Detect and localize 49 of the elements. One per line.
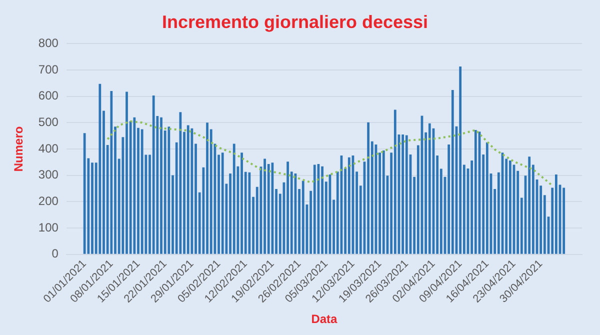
bar [321,166,324,254]
y-tick-label: 800 [38,36,59,50]
bar [302,180,304,254]
bar [83,133,86,254]
bar [382,150,385,254]
bar [206,122,208,254]
bar [508,160,512,254]
y-tick-label: 700 [38,62,59,76]
bar [313,164,316,254]
chart-title: Incremento giornaliero decessi [162,12,428,32]
bar [179,112,182,254]
bar [394,110,396,254]
y-tick-label: 100 [38,220,59,234]
bar [264,158,266,254]
bar [405,135,408,254]
line-series [106,120,554,187]
bar [110,91,113,254]
bar [140,129,144,254]
bar [486,142,488,254]
y-tick-label: 0 [52,246,59,261]
bar [133,117,136,254]
bar [554,174,558,254]
bar [221,152,224,254]
bar [428,123,431,254]
bar [98,84,102,254]
y-tick-label: 300 [38,168,59,182]
y-tick-label: 500 [38,114,59,129]
bar [528,156,531,254]
bar [459,66,462,254]
bar [402,134,404,254]
bar [240,152,243,254]
bar [168,126,170,254]
y-axis-title: Numero [12,126,26,172]
y-tick-label: 400 [38,141,59,156]
bar [152,95,155,254]
bar [286,162,289,254]
y-tick-label: 200 [38,194,59,208]
bar [474,130,477,254]
bar [348,157,350,254]
y-tick-label: 600 [38,88,59,103]
bar [451,90,454,254]
bar [232,144,236,254]
bar [562,188,566,254]
bar [367,122,370,254]
bar [186,125,190,254]
bar [190,128,194,254]
bar [160,117,162,254]
x-axis-title: Data [311,312,338,326]
bar [126,92,128,254]
